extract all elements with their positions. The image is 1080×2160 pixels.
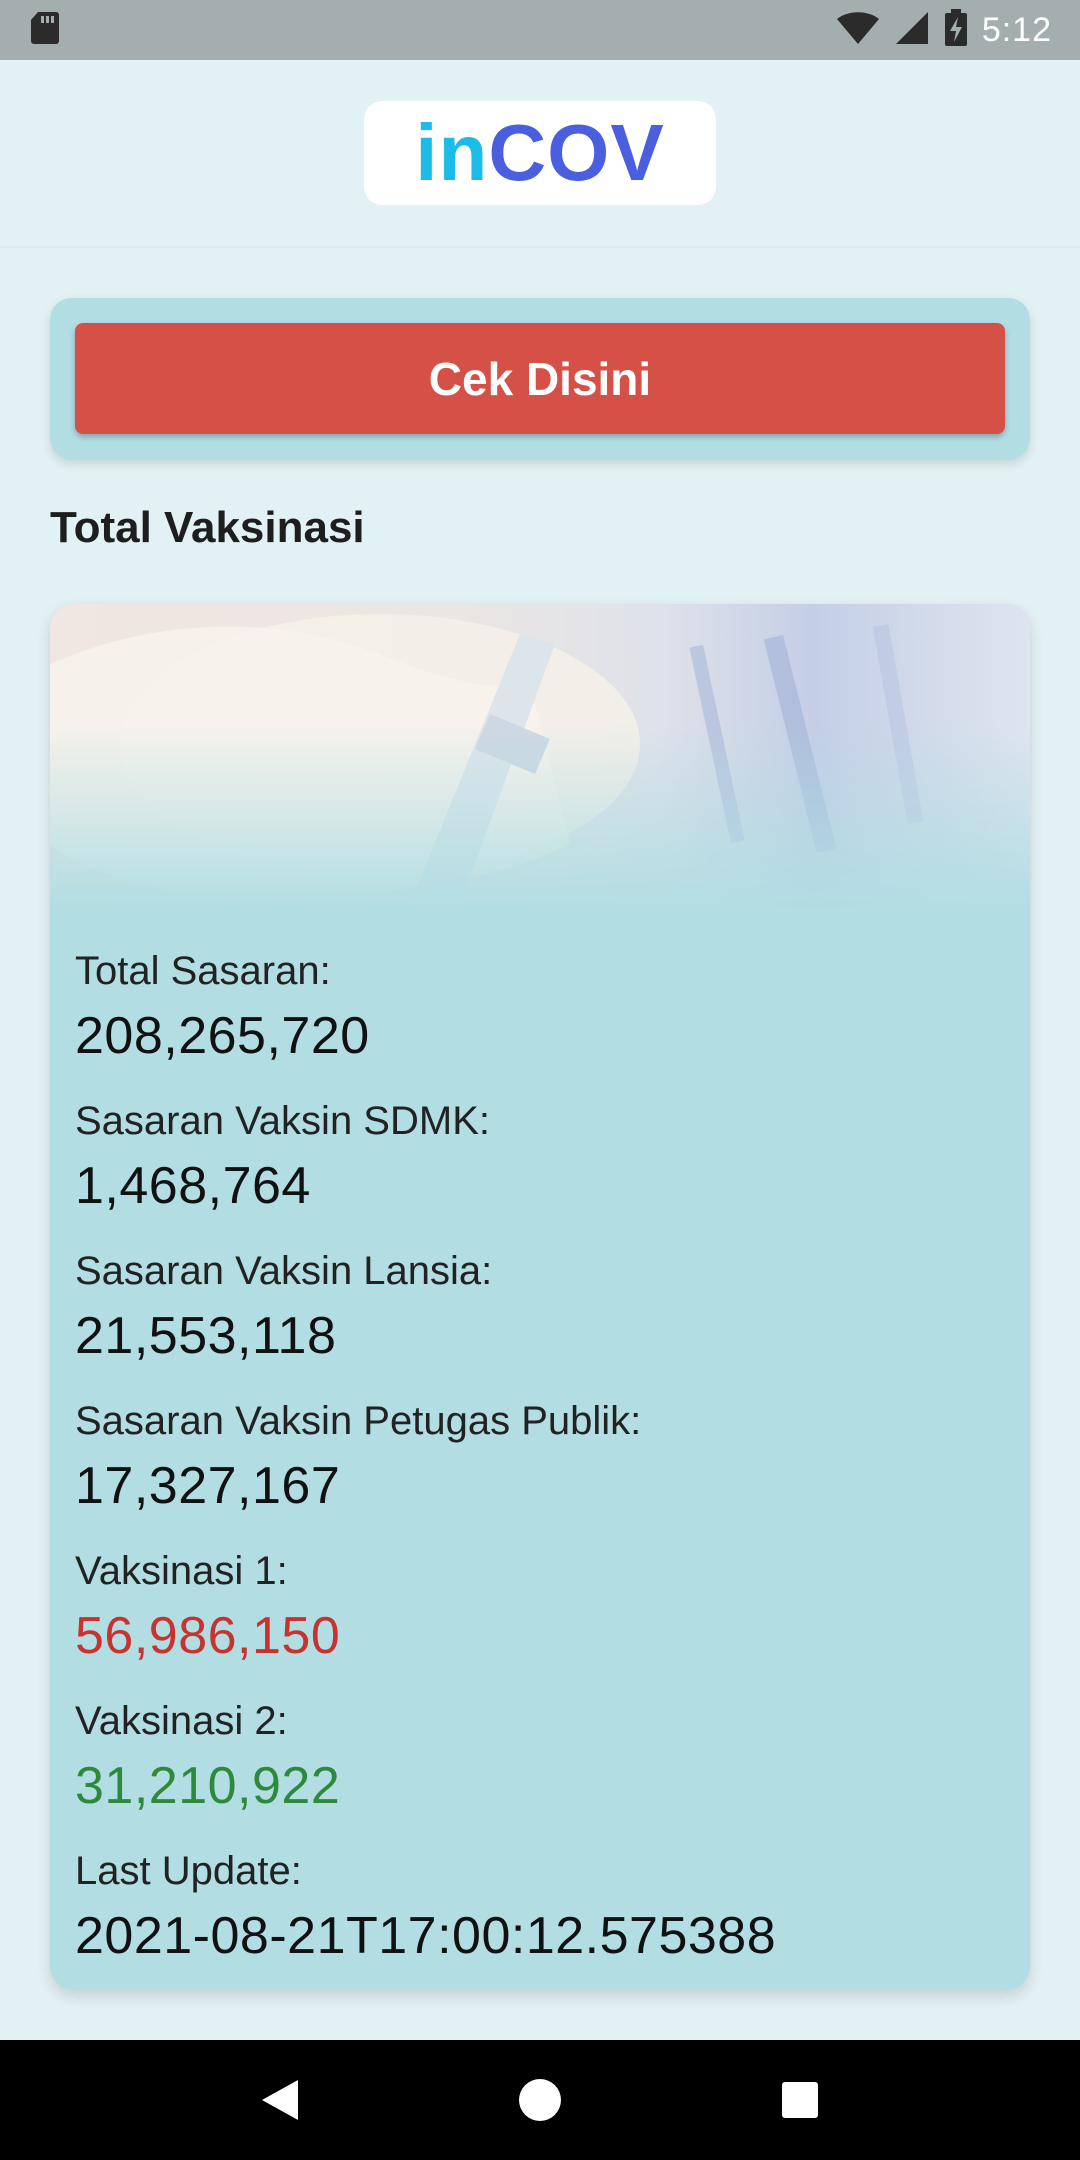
stat-sasaran-lansia: Sasaran Vaksin Lansia: 21,553,118 [75,1242,1005,1392]
stat-sasaran-petugas-publik: Sasaran Vaksin Petugas Publik: 17,327,16… [75,1392,1005,1542]
stat-label: Sasaran Vaksin Petugas Publik: [75,1399,642,1443]
back-icon[interactable] [240,2060,320,2140]
stat-label: Sasaran Vaksin Lansia: [75,1249,493,1293]
stat-value: 56,986,150 [75,1607,341,1665]
stat-value: 21,553,118 [75,1307,337,1365]
sd-card-icon [30,11,60,50]
section-title: Total Vaksinasi [50,503,365,552]
app-header: in COV [0,60,1080,248]
status-bar: 5:12 [0,0,1080,60]
stat-label: Last Update: [75,1849,302,1893]
signal-icon [894,11,930,50]
logo-text-in: in [415,108,489,197]
vaccination-card: Total Sasaran: 208,265,720 Sasaran Vaksi… [50,604,1030,1990]
cta-container: Cek Disini [50,298,1030,460]
stat-value: 208,265,720 [75,1007,370,1065]
stat-label: Vaksinasi 2: [75,1699,288,1743]
home-icon[interactable] [500,2060,580,2140]
stat-label: Vaksinasi 1: [75,1549,288,1593]
stat-vaksinasi-1: Vaksinasi 1: 56,986,150 [75,1542,1005,1692]
navigation-bar [0,2040,1080,2160]
status-time: 5:12 [981,10,1052,49]
stat-value: 2021-08-21T17:00:12.575388 [75,1907,777,1965]
stat-label: Total Sasaran: [75,949,331,993]
vaccine-hero-image [50,604,1030,914]
logo-text-cov: COV [488,108,665,197]
app-logo: in COV [364,101,716,205]
stat-last-update: Last Update: 2021-08-21T17:00:12.575388 [75,1842,1005,1990]
stat-sasaran-sdmk: Sasaran Vaksin SDMK: 1,468,764 [75,1092,1005,1242]
stat-label: Sasaran Vaksin SDMK: [75,1099,490,1143]
stat-value: 17,327,167 [75,1457,341,1515]
stat-vaksinasi-2: Vaksinasi 2: 31,210,922 [75,1692,1005,1842]
recents-icon[interactable] [760,2060,840,2140]
wifi-icon [836,11,880,50]
stat-total-sasaran: Total Sasaran: 208,265,720 [75,942,1005,1092]
stat-value: 1,468,764 [75,1157,311,1215]
stat-value: 31,210,922 [75,1757,341,1815]
cek-disini-button[interactable]: Cek Disini [75,323,1005,434]
stats-list: Total Sasaran: 208,265,720 Sasaran Vaksi… [75,942,1005,1990]
battery-charging-icon [944,8,968,52]
